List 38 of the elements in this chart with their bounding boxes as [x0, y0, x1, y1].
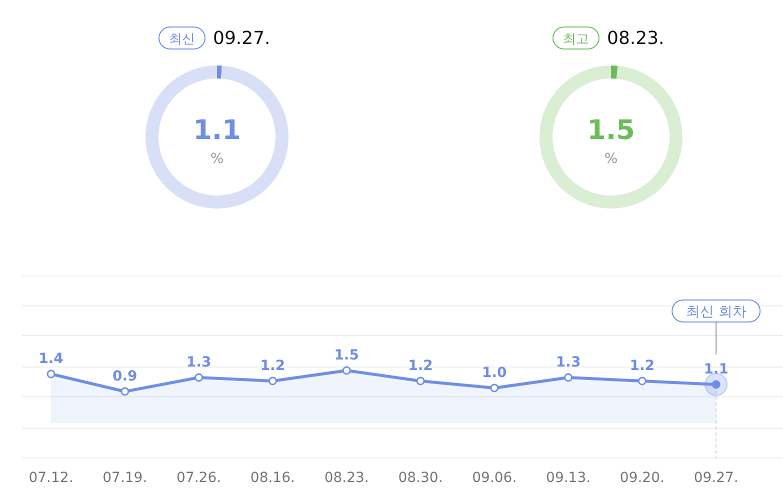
- x-tick-label: 09.27.: [694, 470, 738, 486]
- data-label: 0.9: [112, 368, 138, 384]
- chart-title: 08.23.: [607, 28, 664, 49]
- point: [490, 384, 499, 392]
- data-label: 1.2: [260, 358, 286, 374]
- point: [416, 376, 425, 386]
- x-tick-label: 08.16.: [250, 470, 295, 486]
- annotation: 최신 회차: [686, 304, 746, 320]
- text: %: [210, 151, 224, 167]
- x-tick-label: 09.20.: [620, 470, 664, 486]
- point: [120, 387, 130, 396]
- data-label: 1.3: [186, 354, 212, 370]
- x-tick-label: 07.26.: [176, 470, 222, 486]
- x-tick-label: 09.13.: [546, 470, 591, 486]
- point: [342, 366, 351, 375]
- chart-subtitle: 최신: [169, 32, 195, 47]
- data-label: 1.1: [704, 362, 729, 378]
- text: %: [604, 151, 618, 167]
- data-label: 1.2: [630, 358, 655, 374]
- point: [268, 376, 277, 386]
- x-tick-label: 08.23.: [324, 470, 369, 486]
- chart-subtitle: 최고: [563, 32, 589, 47]
- x-tick-label: 09.06.: [472, 470, 517, 486]
- data-label: 1.1: [193, 115, 241, 146]
- x-tick-label: 07.19.: [102, 470, 148, 486]
- point: [638, 376, 646, 386]
- x-tick-label: 07.12.: [28, 470, 74, 486]
- point: [564, 373, 573, 382]
- data-label: 1.5: [334, 348, 360, 364]
- data-label: 1.5: [587, 115, 635, 146]
- data-label: 1.2: [408, 358, 433, 374]
- point: [194, 373, 204, 382]
- data-label: 1.4: [38, 351, 64, 367]
- data-label: 1.3: [556, 354, 581, 370]
- data-label: 1.0: [482, 365, 508, 381]
- chart-title: 09.27.: [213, 28, 270, 49]
- x-tick-label: 08.30.: [398, 470, 443, 486]
- point: [46, 370, 56, 378]
